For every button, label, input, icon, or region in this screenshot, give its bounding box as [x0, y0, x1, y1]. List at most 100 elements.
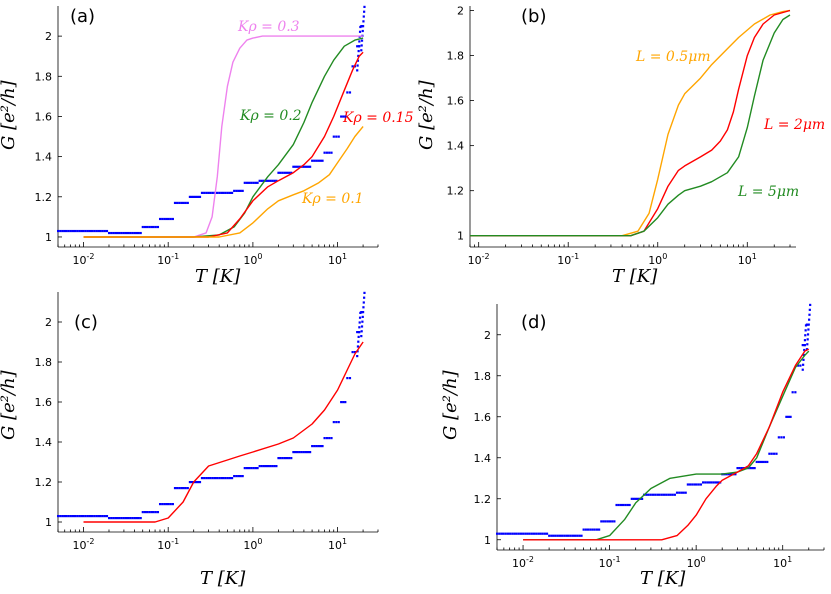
panel-d-data-point: [780, 436, 783, 439]
panel-a-data-point: [344, 115, 347, 118]
panel-d-data-point: [535, 532, 538, 535]
panel-c-data-point: [90, 515, 94, 518]
panel-a-series-k-rho-0-1: [83, 126, 364, 238]
panel-d-data-point: [636, 497, 640, 500]
panel-c-data-point: [237, 475, 240, 478]
panel-d-data-point: [775, 452, 778, 455]
panel-c-data-point: [362, 301, 365, 304]
panel-c-data-point: [243, 467, 246, 470]
panel-a-data-point: [69, 229, 72, 233]
panel-c-data-point: [328, 437, 331, 440]
panel-d: (d) G [e²/h] T [K] 1 1.2 1.4 1.6 1.8 2 10-2 10-…: [440, 303, 825, 589]
panel-c-xtick-label: 101: [328, 537, 347, 552]
panel-a-data-point: [194, 195, 198, 198]
panel-a-data-point: [114, 231, 117, 235]
panel-d-data-point: [628, 503, 631, 507]
panel-c-data-point: [110, 517, 113, 520]
panel-d-data-point: [571, 534, 574, 537]
panel-c-data-point: [330, 437, 333, 440]
panel-a-data-point: [362, 15, 365, 18]
panel-d-data-point: [693, 483, 696, 486]
panel-a-data-point: [361, 25, 365, 28]
panel-c-data-point: [118, 517, 121, 520]
panel-a-data-point: [139, 231, 142, 235]
panel-b-ytick-label: 1.4: [447, 140, 465, 153]
panel-a-data-point: [76, 229, 79, 233]
panel-c-data-point: [63, 515, 66, 518]
panel-b-label-l5: L = 5μm: [737, 184, 799, 200]
panel-c-data-point: [226, 477, 229, 480]
panel-a-data-point: [328, 151, 331, 154]
panel-d-data-point: [624, 503, 627, 507]
panel-a-data-point: [348, 91, 352, 94]
panel-a-data-point: [264, 179, 268, 182]
panel-d-data-point: [807, 323, 810, 326]
panel-c-data-point: [361, 311, 365, 314]
panel-c-data-point: [80, 515, 83, 518]
panel-d-data-point: [678, 491, 681, 494]
panel-c-data-point: [304, 451, 308, 454]
panel-d-data-point: [702, 481, 705, 484]
panel-c-data-point: [182, 487, 185, 490]
panel-a-data-point: [235, 189, 238, 192]
panel-a-ytick-label: 1.6: [35, 110, 53, 123]
panel-a-data-point: [222, 191, 225, 194]
panel-d-data-point: [699, 483, 703, 486]
panel-d-data-point: [806, 333, 810, 336]
panel-d-data-point: [593, 528, 596, 531]
panel-c-data-point: [228, 477, 232, 480]
panel-d-data-point: [513, 532, 516, 535]
panel-c-ytick-label: 1.8: [35, 356, 53, 369]
panel-d-ytick-label: 1.6: [474, 411, 492, 424]
panel-a-data-point: [82, 229, 85, 233]
panel-a-data-point: [218, 191, 221, 194]
panel-d-label: (d): [521, 312, 546, 333]
panel-d-data-point: [808, 313, 811, 316]
panel-c-data-point: [279, 457, 282, 460]
panel-a-data-point: [182, 201, 185, 205]
panel-d-data-point: [548, 534, 551, 537]
panel-d-data-point: [651, 493, 655, 496]
panel-c-data-point: [288, 457, 291, 460]
panel-c-data-point: [158, 503, 162, 506]
panel-c-data-point: [224, 477, 227, 480]
panel-d-data-point: [604, 520, 607, 523]
panel-a-data-point: [360, 49, 363, 52]
panel-d-xtick-label: 100: [687, 555, 706, 570]
panel-d-data-point: [785, 415, 788, 418]
panel-d-data-point: [753, 467, 756, 470]
panel-d-data-point: [766, 460, 769, 464]
panel-a-data-point: [357, 54, 360, 58]
panel-a-ytick-label: 1.4: [35, 151, 53, 164]
panel-c-data-point: [342, 401, 345, 404]
panel-c-data-point: [190, 481, 194, 484]
panel-c-data-point: [135, 517, 138, 520]
panel-c-data-point: [156, 511, 160, 514]
panel-d-data-point: [573, 534, 577, 537]
panel-d-ytick-label: 1: [484, 534, 491, 547]
panel-d-data-point: [504, 532, 507, 535]
panel-a-data-point: [148, 225, 151, 229]
panel-d-data-point: [773, 452, 776, 455]
panel-d-data-point: [602, 520, 605, 523]
panel-a-data-point: [254, 181, 257, 184]
panel-c-data-point: [194, 481, 198, 484]
panel-a-series-k-rho-0-3: [83, 35, 364, 238]
panel-c-ytick-label: 1: [45, 516, 52, 529]
panel-a-data-point: [317, 159, 320, 162]
panel-c-data-point: [337, 421, 340, 424]
panel-a-data-point: [163, 217, 166, 221]
panel-b-xtick-label: 101: [738, 252, 757, 267]
panel-d-data-point: [806, 338, 809, 341]
panel-a-series-k-rho-0-2: [83, 37, 364, 238]
panel-d-data-point: [526, 532, 529, 535]
panel-c-data-point: [247, 467, 251, 470]
panel-d-data-point: [808, 308, 811, 311]
panel-d-data-point: [496, 532, 499, 535]
panel-d-data-point: [809, 303, 812, 307]
panel-d-data-point: [554, 534, 557, 537]
panel-d-data-point: [649, 493, 652, 496]
panel-d-data-point: [509, 532, 512, 535]
panel-d-data-point: [706, 481, 709, 484]
panel-d-data-point: [787, 415, 790, 418]
